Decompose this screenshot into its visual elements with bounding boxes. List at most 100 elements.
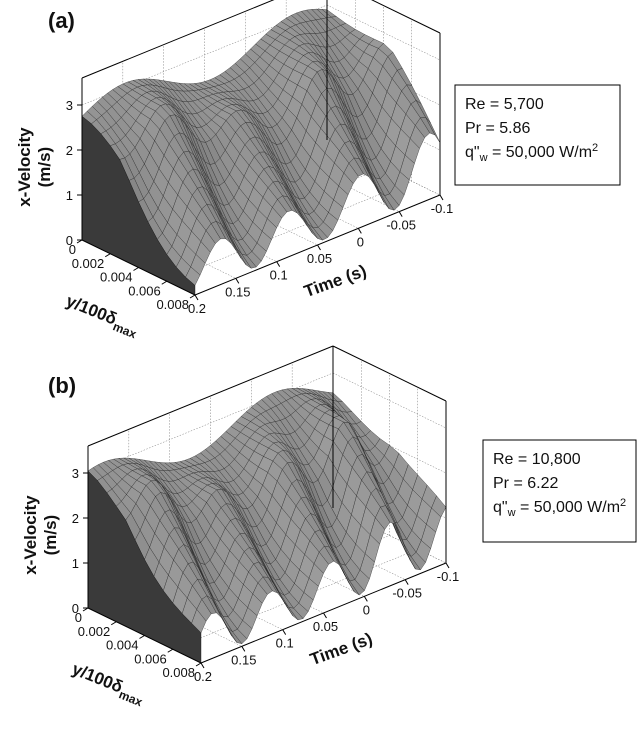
panel-label: (b) — [48, 373, 76, 398]
box-edge — [81, 0, 275, 79]
y-tick-label: 0.006 — [128, 283, 161, 298]
tick-mark — [439, 194, 444, 201]
text-part: max — [111, 319, 139, 341]
tick-mark — [323, 612, 327, 619]
y-tick-label: 0.004 — [100, 270, 133, 285]
text-part: (m/s) — [35, 147, 54, 188]
tick-mark — [241, 646, 246, 652]
text-part: x-Velocity — [21, 495, 40, 575]
z-tick-label: 2 — [72, 511, 79, 526]
y-tick-label: 0.008 — [162, 665, 195, 680]
y-tick-label: 0.002 — [72, 256, 105, 271]
tick-mark — [189, 294, 196, 299]
z-tick-label: 0 — [72, 601, 79, 616]
x-tick-label: -0.1 — [431, 201, 453, 216]
y-tick-label: 0.004 — [106, 638, 139, 653]
tick-mark — [161, 280, 168, 285]
text-part: 2 — [592, 142, 598, 154]
y-tick-label: 0.008 — [156, 297, 189, 312]
tick-mark — [133, 267, 139, 271]
tick-mark — [282, 629, 287, 635]
x-tick-label: 0.05 — [313, 619, 338, 634]
x-axis-label: Time (s) — [302, 261, 369, 301]
grid-line — [166, 181, 412, 282]
text-part: w — [479, 152, 488, 164]
tick-mark — [104, 253, 111, 258]
tick-mark — [398, 211, 403, 217]
y-tick-label: 0.002 — [78, 624, 111, 639]
text-part: 2 — [620, 497, 626, 509]
text-part: max — [117, 687, 145, 709]
surface-edge — [87, 470, 202, 664]
tick-mark — [363, 596, 368, 602]
surface — [87, 388, 447, 664]
tick-mark — [195, 662, 202, 667]
tick-mark — [167, 648, 174, 653]
annotation: q"w = 50,000 W/m2 — [465, 142, 598, 164]
x-tick-label: 0 — [363, 602, 370, 617]
panel: 012300.0020.0040.0060.008-0.1-0.0500.050… — [21, 345, 637, 709]
x-tick-label: -0.05 — [392, 586, 422, 601]
info-box — [482, 439, 637, 543]
x-tick-label: 0.15 — [225, 284, 250, 299]
text-part: w — [507, 507, 516, 519]
x-tick-label: 0.2 — [188, 301, 206, 316]
box-edge — [371, 0, 441, 34]
text-part: q" — [465, 144, 480, 161]
y-tick-label: 0 — [75, 610, 82, 625]
z-tick-label: 3 — [66, 98, 73, 113]
x-tick-label: 0.15 — [231, 652, 256, 667]
z-tick-label: 3 — [72, 466, 79, 481]
z-tick-label: 2 — [66, 143, 73, 158]
z-axis-label: x-Velocity(m/s) — [21, 495, 60, 575]
x-tick-label: 0.2 — [194, 669, 212, 684]
text-part: q" — [493, 499, 508, 516]
tick-mark — [357, 228, 362, 234]
x-axis-label: Time (s) — [308, 629, 375, 669]
tick-mark — [276, 261, 281, 267]
panel: 012300.0020.0040.0060.008-0.1-0.0500.050… — [15, 0, 621, 341]
info-box — [454, 84, 621, 186]
annotation: Pr = 5.86 — [465, 120, 530, 137]
x-tick-label: 0.1 — [270, 268, 288, 283]
annotation: Re = 5,700 — [465, 96, 544, 113]
z-tick-label: 1 — [72, 556, 79, 571]
x-tick-label: 0.05 — [307, 251, 332, 266]
annotation: Re = 10,800 — [493, 451, 581, 468]
panel-label: (a) — [48, 8, 75, 33]
tick-mark — [82, 607, 89, 612]
tick-mark — [76, 239, 83, 244]
x-tick-label: -0.1 — [437, 569, 459, 584]
z-axis-label: x-Velocity(m/s) — [15, 127, 54, 207]
text-part: y/100δ — [69, 659, 125, 696]
x-tick-label: -0.05 — [386, 218, 416, 233]
box-edge — [87, 345, 334, 447]
text-part: (m/s) — [41, 515, 60, 556]
tick-mark — [235, 278, 240, 284]
text-part: = 50,000 W/m — [516, 499, 621, 516]
y-axis-label: y/100δmax — [62, 291, 142, 341]
annotation: Pr = 6.22 — [493, 475, 558, 492]
x-tick-label: 0.1 — [276, 636, 294, 651]
surface — [81, 8, 441, 296]
tick-mark — [404, 579, 409, 585]
tick-mark — [194, 294, 199, 301]
y-tick-label: 0.006 — [134, 651, 167, 666]
text-part: = 50,000 W/m — [488, 144, 593, 161]
y-tick-label: 0 — [69, 242, 76, 257]
tick-mark — [200, 662, 205, 669]
tick-mark — [445, 562, 450, 569]
box-edge — [332, 345, 447, 402]
z-tick-label: 1 — [66, 188, 73, 203]
tick-mark — [317, 244, 321, 251]
tick-mark — [110, 621, 117, 626]
tick-mark — [139, 635, 145, 639]
text-part: y/100δ — [63, 291, 119, 328]
x-tick-label: 0 — [357, 234, 364, 249]
surface-edge — [81, 115, 196, 296]
z-tick-label: 0 — [66, 233, 73, 248]
text-part: x-Velocity — [15, 127, 34, 207]
annotation: q"w = 50,000 W/m2 — [493, 497, 626, 519]
y-axis-label: y/100δmax — [68, 659, 148, 709]
